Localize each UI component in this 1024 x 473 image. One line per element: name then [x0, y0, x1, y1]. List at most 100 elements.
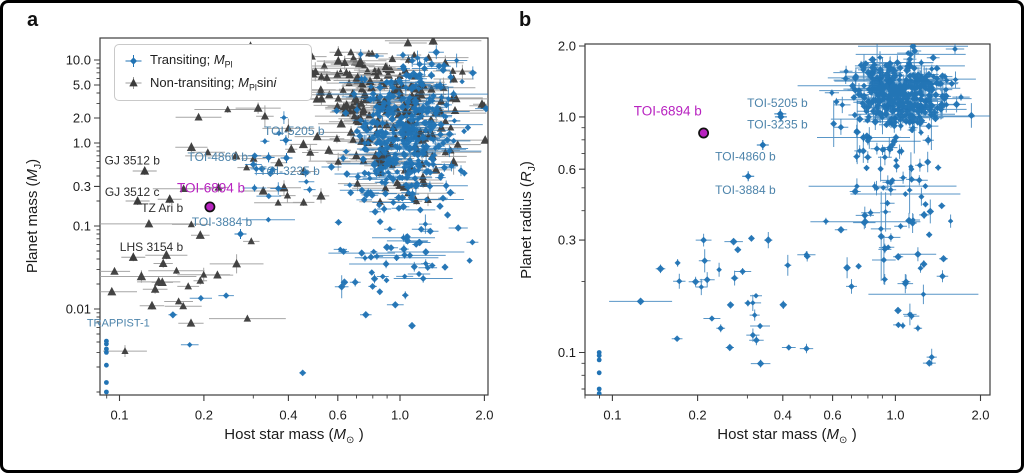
annotation-toi-3235-b: TOI-3235 b: [259, 164, 320, 178]
panel-b-transiting-markers: [830, 44, 975, 142]
panel-a-transiting-markers: [358, 48, 477, 98]
panel-a-non-transiting-markers: [286, 38, 488, 205]
panel-a-y-label-text: Planet mass (: [24, 181, 41, 274]
panel-a-x-tick-2.0: 2.0: [475, 408, 493, 423]
panel-a-transiting-error-bars: [328, 204, 479, 328]
panel-a-y-tick-2.0: 2.0: [73, 111, 91, 126]
panel-a-series-transiting: [168, 45, 488, 377]
panel-b-frame: [584, 43, 991, 396]
panel-b-x-tick-0.4: 0.4: [774, 408, 792, 423]
annotation-toi-3884-b: TOI-3884 b: [192, 215, 253, 229]
panel-a-annotations: TOI-5205 b TOI-4860 b TOI-3235 b TOI-6894 b…: [87, 124, 325, 329]
trappist-1-planet-point: [104, 362, 109, 368]
trappist-1-planet-point: [104, 389, 109, 395]
point-tz-ari-b: [165, 194, 175, 203]
panel-a-x-tick-0.4: 0.4: [279, 408, 297, 423]
panel-a-y-tick-0.3: 0.3: [73, 179, 91, 194]
point-toi-5205-b: [282, 136, 290, 144]
panel-b-major-ticks: [579, 45, 982, 401]
panel-a-trappist-1-points: [104, 338, 109, 395]
panel-a-transiting-markers: [335, 205, 476, 330]
trappist-1-planet-point: [104, 341, 109, 347]
panel-b-annotations: TOI-6894 b TOI-5205 b TOI-3235 b TOI-4860 b…: [634, 96, 808, 197]
panel-b-x-label-text: Host star mass (: [717, 426, 827, 443]
legend-label-transiting: Transiting; MPl: [150, 52, 233, 70]
panel-b-x-tick-2.0: 2.0: [971, 408, 989, 423]
panel-b-y-axis-label: Planet radius (RJ): [518, 161, 538, 279]
panel-b-y-tick-0.6: 0.6: [558, 162, 576, 177]
legend: Transiting; MPl Non-transiting; MPlsini: [114, 44, 312, 102]
trappist-1-planet-point: [104, 380, 109, 385]
annotation-toi-3884-b: TOI-3884 b: [715, 183, 776, 197]
panel-b-x-tick-0.6: 0.6: [824, 408, 842, 423]
annotation-toi-6894-b: TOI-6894 b: [177, 180, 245, 195]
annotation-toi-6894-b: TOI-6894 b: [634, 104, 702, 119]
panel-a-non-transiting-error-bars: [100, 232, 286, 357]
trappist-1-planet-point: [596, 370, 602, 376]
annotation-toi-5205-b: TOI-5205 b: [264, 124, 325, 138]
annotation-trappist-1: TRAPPIST-1: [87, 317, 150, 329]
panel-b-y-label-text: Planet radius (: [518, 182, 535, 279]
panel-b-series-transiting: [609, 44, 990, 368]
panel-a-y-tick-0.01: 0.01: [66, 302, 91, 317]
point-toi-4860-b: [759, 141, 767, 149]
point-lhs-3154-b: [128, 252, 138, 261]
panel-b-y-tick-2.0: 2.0: [558, 39, 576, 54]
trappist-1-planet-point: [104, 350, 109, 355]
panel-a-x-tick-1.0: 1.0: [391, 408, 409, 423]
transiting-marker-icon: [125, 54, 142, 67]
panel-b-x-tick-0.1: 0.1: [603, 408, 621, 423]
panel-b-y-tick-0.3: 0.3: [558, 233, 576, 248]
trappist-1-planet-point: [596, 357, 602, 363]
panel-a-y-tick-1.0: 1.0: [73, 136, 91, 151]
panel-b-axes: [579, 45, 982, 401]
panel-b-tick-labels: 0.1 0.2 0.4 0.6 1.0 2.0 2.0 1.0 0.6 0.3 0.1: [558, 39, 990, 423]
panel-a-major-ticks: [94, 59, 485, 401]
panel-b-letter: b: [519, 9, 532, 31]
annotation-gj-3512-c: GJ 3512 c: [105, 185, 160, 199]
point-toi-5205-b: [776, 110, 784, 118]
annotation-toi-4860-b: TOI-4860 b: [715, 150, 776, 164]
panel-a-letter: a: [27, 9, 39, 31]
annotation-gj-3512-b: GJ 3512 b: [105, 153, 161, 167]
point-toi-6894-b-highlight: [204, 201, 216, 213]
panel-b-minor-ticks: [581, 127, 883, 399]
panel-a-x-tick-0.1: 0.1: [110, 408, 128, 423]
panel-a-minor-ticks: [96, 63, 388, 399]
trappist-1-planet-point: [596, 353, 602, 358]
point-toi-6894-b-highlight: [698, 127, 710, 139]
trappist-1-planet-point: [596, 386, 602, 392]
legend-triangle-glyph: [129, 78, 138, 87]
panel-a-frame: [99, 37, 489, 396]
panel-b-trappist-1-points: [596, 350, 602, 395]
panel-b-x-tick-1.0: 1.0: [886, 408, 904, 423]
panel-b-x-axis-label: Host star mass (M⊙ ): [717, 426, 857, 446]
annotation-lhs-3154-b: LHS 3154 b: [120, 240, 184, 254]
legend-label-non-transiting: Non-transiting; MPlsini: [150, 74, 277, 93]
legend-item-transiting: Transiting; MPl: [124, 52, 303, 70]
trappist-1-planet-point: [104, 346, 109, 352]
panel-a-y-tick-5.0: 5.0: [73, 78, 91, 93]
point-toi-3235-b: [282, 154, 291, 162]
panel-a-named-points: [121, 135, 293, 262]
panel-a-x-tick-0.6: 0.6: [329, 408, 347, 423]
annotation-toi-4860-b: TOI-4860 b: [187, 150, 248, 164]
panel-a-x-label-text: Host star mass (: [224, 426, 334, 443]
panel-b-transiting-markers: [674, 234, 792, 352]
panel-b-named-points: [698, 108, 787, 182]
point-gj-3512-b: [140, 166, 150, 175]
panel-a-x-axis-label: Host star mass (M⊙ ): [224, 426, 364, 446]
non-transiting-marker-icon: [125, 77, 142, 90]
annotation-tz-ari-b: TZ Ari b: [141, 201, 183, 215]
legend-item-non-transiting: Non-transiting; MPlsini: [124, 74, 303, 93]
point-toi-3884-b: [236, 230, 245, 238]
point-gj-3512-c: [133, 196, 143, 205]
panel-a-axes: [94, 59, 485, 401]
point-toi-4860-b: [265, 153, 273, 161]
legend-diamond-glyph: [129, 57, 138, 65]
annotation-toi-3235-b: TOI-3235 b: [747, 118, 808, 132]
panel-a-tick-labels: 0.1 0.2 0.4 0.6 1.0 2.0 10.0 5.0 2.0 1.0 0.3 0.1 0.0…: [66, 53, 494, 423]
panel-b-y-tick-0.1: 0.1: [558, 345, 576, 360]
